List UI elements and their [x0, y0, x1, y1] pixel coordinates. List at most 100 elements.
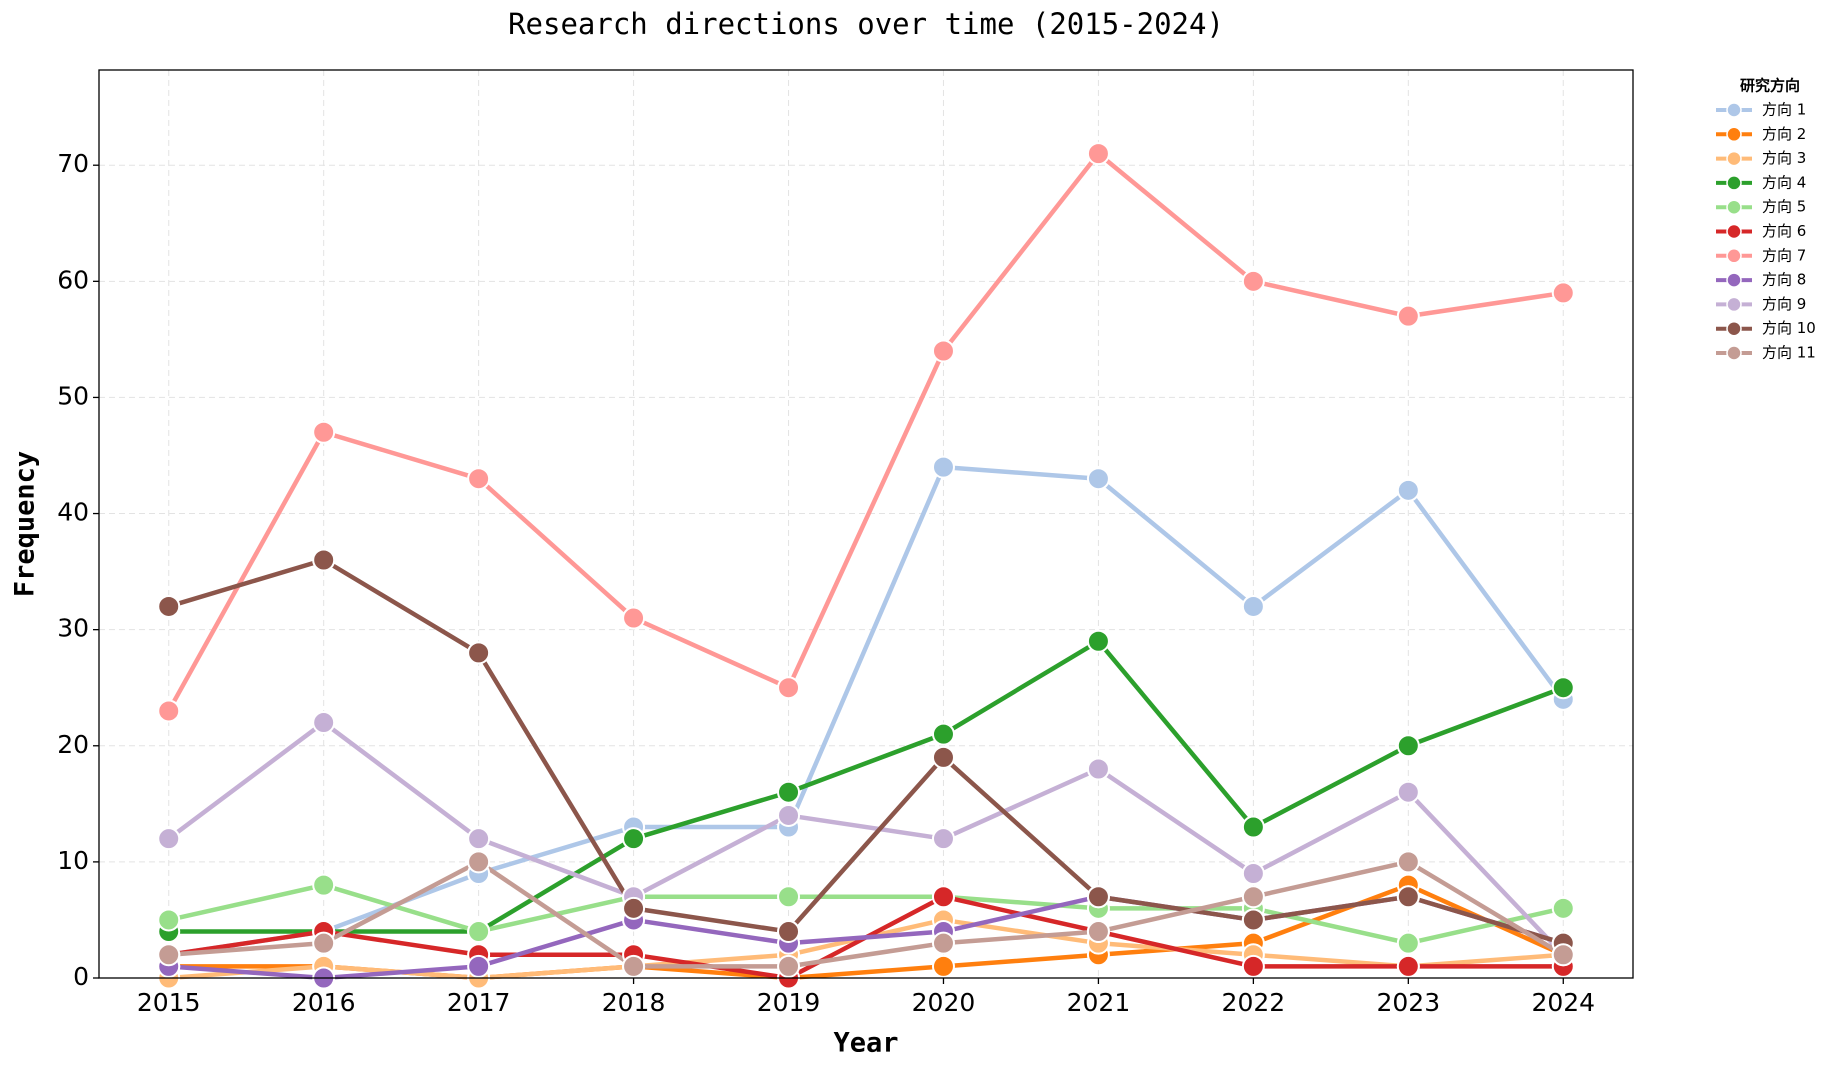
data-point	[312, 548, 336, 572]
y-tick-label: 50	[57, 381, 89, 410]
data-point	[1086, 920, 1110, 944]
x-tick-label: 2020	[912, 988, 976, 1017]
data-point	[157, 594, 181, 618]
data-point	[931, 827, 955, 851]
data-point	[1241, 908, 1265, 932]
data-point	[157, 699, 181, 723]
data-point	[1086, 467, 1110, 491]
legend-label: 方向 5	[1762, 198, 1806, 216]
data-point	[1241, 594, 1265, 618]
data-point	[931, 931, 955, 955]
data-point	[931, 339, 955, 363]
data-point	[1396, 734, 1420, 758]
y-tick-label: 10	[57, 846, 89, 875]
data-point	[467, 920, 491, 944]
plot-frame	[98, 69, 1634, 979]
data-point	[931, 954, 955, 978]
y-tick-label: 70	[57, 149, 89, 178]
data-point	[1396, 478, 1420, 502]
data-point	[622, 827, 646, 851]
data-point	[931, 722, 955, 746]
legend-swatch-marker	[1726, 102, 1742, 118]
data-point	[1241, 269, 1265, 293]
data-point	[1396, 954, 1420, 978]
legend-swatch-marker	[1726, 345, 1742, 361]
x-tick-label: 2016	[292, 988, 356, 1017]
x-tick-label: 2022	[1222, 988, 1286, 1017]
legend: 研究方向 方向 1 方向 2 方向 3 方向 4 方向 5 方向 6 方向 7 方向 8 方向 …	[1716, 77, 1816, 362]
data-point	[777, 780, 801, 804]
data-point	[312, 420, 336, 444]
data-point	[1086, 629, 1110, 653]
x-tick-label: 2019	[757, 988, 821, 1017]
legend-label: 方向 11	[1762, 344, 1816, 362]
data-point	[622, 954, 646, 978]
data-point	[1241, 954, 1265, 978]
legend-label: 方向 4	[1762, 173, 1806, 191]
data-point	[312, 873, 336, 897]
y-tick-label: 40	[57, 498, 89, 527]
data-point	[931, 745, 955, 769]
data-point	[467, 467, 491, 491]
legend-label: 方向 10	[1762, 319, 1816, 337]
data-point	[777, 885, 801, 909]
series-line	[168, 557, 1564, 946]
data-point	[157, 943, 181, 967]
series-line	[167, 720, 1565, 957]
data-point	[1396, 780, 1420, 804]
data-point	[1086, 757, 1110, 781]
data-point	[467, 954, 491, 978]
legend-label: 方向 3	[1762, 149, 1806, 167]
legend-swatch-marker	[1726, 223, 1742, 240]
legend-swatch-marker	[1726, 199, 1742, 215]
data-point	[157, 827, 181, 851]
data-point	[931, 885, 955, 909]
data-point	[467, 850, 491, 874]
series-line	[168, 859, 1565, 969]
legend-title: 研究方向	[1740, 77, 1800, 95]
legend-swatch-marker	[1726, 272, 1742, 288]
y-tick-label: 20	[57, 730, 89, 759]
x-tick-label: 2015	[137, 988, 201, 1017]
legend-swatch-marker	[1726, 175, 1742, 191]
legend-label: 方向 8	[1762, 271, 1806, 289]
data-point	[312, 711, 336, 735]
legend-swatch-marker	[1726, 296, 1742, 313]
chart-title: Research directions over time (2015-2024…	[508, 7, 1224, 41]
legend-label: 方向 6	[1762, 222, 1806, 240]
x-axis-label: Year	[833, 1028, 898, 1059]
legend-swatch-marker	[1726, 248, 1742, 264]
legend-label: 方向 2	[1762, 125, 1806, 143]
data-point	[777, 954, 801, 978]
data-point	[622, 896, 646, 920]
x-tick-label: 2018	[602, 988, 666, 1017]
data-point	[777, 803, 801, 827]
data-point	[1241, 815, 1265, 839]
data-point	[931, 455, 955, 479]
data-point	[1551, 896, 1575, 920]
data-point	[1241, 861, 1265, 885]
data-point	[1396, 885, 1420, 909]
series-line	[168, 639, 1565, 934]
data-point	[777, 920, 801, 944]
x-tick-label: 2017	[447, 988, 511, 1017]
y-tick-label: 60	[57, 265, 89, 294]
data-point	[467, 827, 491, 851]
data-point	[312, 931, 336, 955]
legend-label: 方向 7	[1762, 246, 1806, 264]
grid: 0 10 20 30 40 50 60 70 2015 2016 2017 2018 2019 2020 2…	[57, 70, 1633, 1017]
legend-swatch-marker	[1726, 320, 1742, 337]
data-point	[1396, 931, 1420, 955]
data-point	[1241, 885, 1265, 909]
series-line	[166, 151, 1564, 713]
y-axis-label: Frequency	[10, 451, 41, 597]
data-point	[1551, 676, 1575, 700]
data-point	[1551, 943, 1575, 967]
data-point	[467, 641, 491, 665]
legend-swatch-marker	[1726, 126, 1742, 143]
data-point	[1396, 304, 1420, 328]
data-point	[1551, 281, 1575, 305]
series-line	[168, 882, 1564, 946]
data-point	[157, 908, 181, 932]
